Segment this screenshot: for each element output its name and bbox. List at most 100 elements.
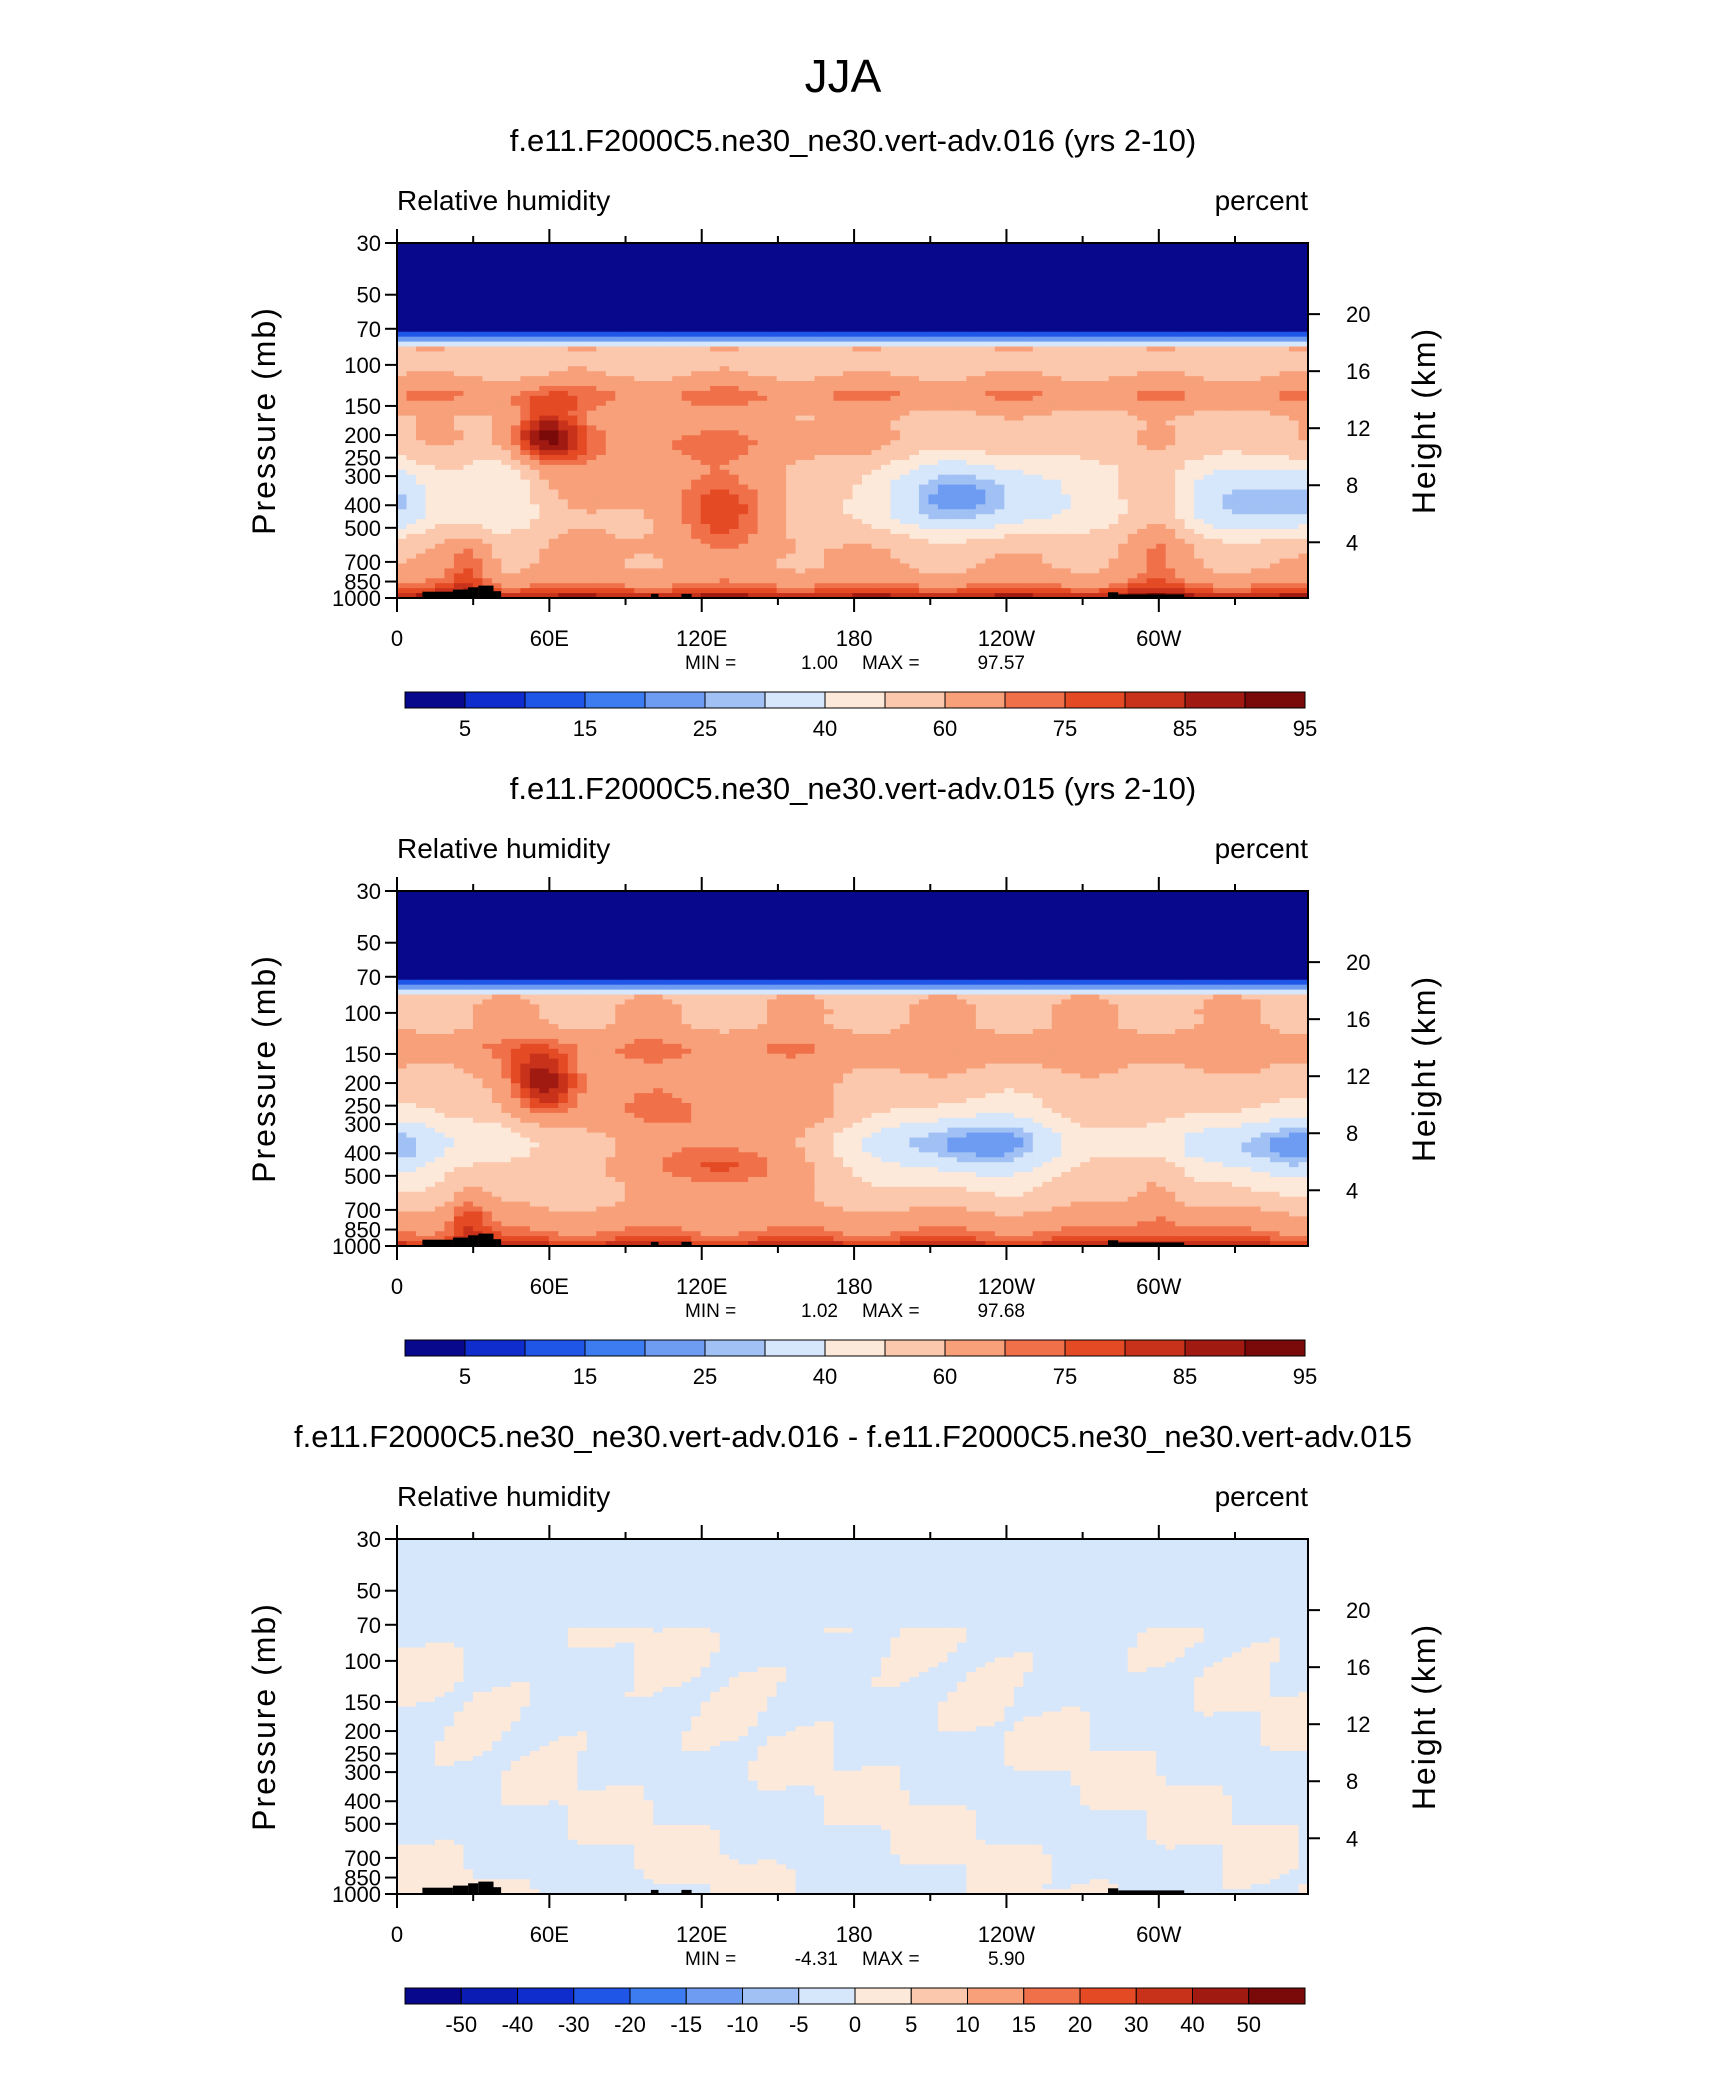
field-cell — [720, 278, 730, 284]
field-cell — [454, 485, 464, 491]
field-cell — [815, 332, 825, 338]
field-cell — [444, 292, 454, 298]
field-cell — [615, 460, 625, 466]
field-cell — [1213, 406, 1223, 412]
field-cell — [1175, 391, 1185, 397]
field-cell — [1251, 455, 1261, 461]
field-cell — [843, 416, 853, 422]
field-cell — [881, 416, 891, 422]
field-cell — [615, 332, 625, 338]
field-cell — [824, 416, 834, 422]
field-cell — [682, 258, 692, 264]
field-cell — [1280, 312, 1290, 318]
field-cell — [425, 371, 435, 377]
field-cell — [454, 347, 464, 353]
field-cell — [549, 450, 559, 456]
field-cell — [1004, 381, 1014, 387]
field-cell — [482, 421, 492, 427]
field-cell — [463, 416, 473, 422]
field-cell — [1223, 445, 1233, 451]
field-cell — [853, 475, 863, 481]
field-cell — [606, 470, 616, 476]
field-cell — [824, 287, 834, 293]
field-cell — [1137, 337, 1147, 343]
field-cell — [1147, 248, 1157, 254]
field-cell — [796, 351, 806, 357]
field-cell — [1014, 302, 1024, 308]
field-cell — [691, 307, 701, 313]
field-cell — [682, 475, 692, 481]
field-cell — [1109, 465, 1119, 471]
field-cell — [1118, 282, 1128, 288]
field-cell — [824, 396, 834, 402]
field-cell — [1099, 381, 1109, 387]
field-cell — [530, 445, 540, 451]
field-cell — [1014, 292, 1024, 298]
field-cell — [909, 312, 919, 318]
field-cell — [1099, 292, 1109, 298]
field-cell — [1166, 282, 1176, 288]
field-cell — [444, 421, 454, 427]
field-cell — [843, 455, 853, 461]
field-cell — [1232, 455, 1242, 461]
field-cell — [710, 248, 720, 254]
field-cell — [1156, 435, 1166, 441]
field-cell — [853, 371, 863, 377]
field-cell — [786, 356, 796, 362]
field-cell — [1194, 465, 1204, 471]
field-cell — [606, 425, 616, 431]
field-cell — [909, 297, 919, 303]
field-cell — [729, 253, 739, 259]
field-cell — [1071, 302, 1081, 308]
field-cell — [1147, 490, 1157, 496]
field-cell — [710, 376, 720, 382]
field-cell — [957, 480, 967, 486]
field-cell — [1166, 406, 1176, 412]
field-cell — [767, 317, 777, 323]
field-cell — [957, 302, 967, 308]
field-cell — [843, 490, 853, 496]
field-cell — [976, 282, 986, 288]
field-cell — [520, 435, 530, 441]
field-cell — [625, 312, 635, 318]
field-cell — [824, 470, 834, 476]
field-cell — [871, 273, 881, 279]
field-cell — [1156, 445, 1166, 451]
field-cell — [1280, 332, 1290, 338]
field-cell — [1042, 494, 1052, 500]
field-cell — [397, 337, 407, 343]
field-cell — [606, 337, 616, 343]
field-cell — [1033, 278, 1043, 284]
field-cell — [947, 282, 957, 288]
field-cell — [919, 490, 929, 496]
field-cell — [1194, 302, 1204, 308]
field-cell — [919, 401, 929, 407]
field-cell — [596, 287, 606, 293]
field-cell — [900, 342, 910, 348]
field-cell — [919, 435, 929, 441]
field-cell — [444, 465, 454, 471]
field-cell — [473, 366, 483, 372]
field-cell — [625, 322, 635, 328]
field-cell — [435, 455, 445, 461]
field-cell — [1223, 485, 1233, 491]
field-cell — [890, 494, 900, 500]
field-cell — [1185, 287, 1195, 293]
field-cell — [815, 421, 825, 427]
field-cell — [1033, 381, 1043, 387]
field-cell — [1289, 455, 1299, 461]
field-cell — [1071, 465, 1081, 471]
field-cell — [843, 351, 853, 357]
field-cell — [1004, 356, 1014, 362]
field-cell — [976, 302, 986, 308]
field-cell — [1014, 337, 1024, 343]
field-cell — [435, 253, 445, 259]
field-cell — [511, 460, 521, 466]
field-cell — [853, 411, 863, 417]
field-cell — [890, 297, 900, 303]
field-cell — [406, 347, 416, 353]
field-cell — [1099, 494, 1109, 500]
field-cell — [435, 371, 445, 377]
field-cell — [1280, 297, 1290, 303]
field-cell — [995, 376, 1005, 382]
